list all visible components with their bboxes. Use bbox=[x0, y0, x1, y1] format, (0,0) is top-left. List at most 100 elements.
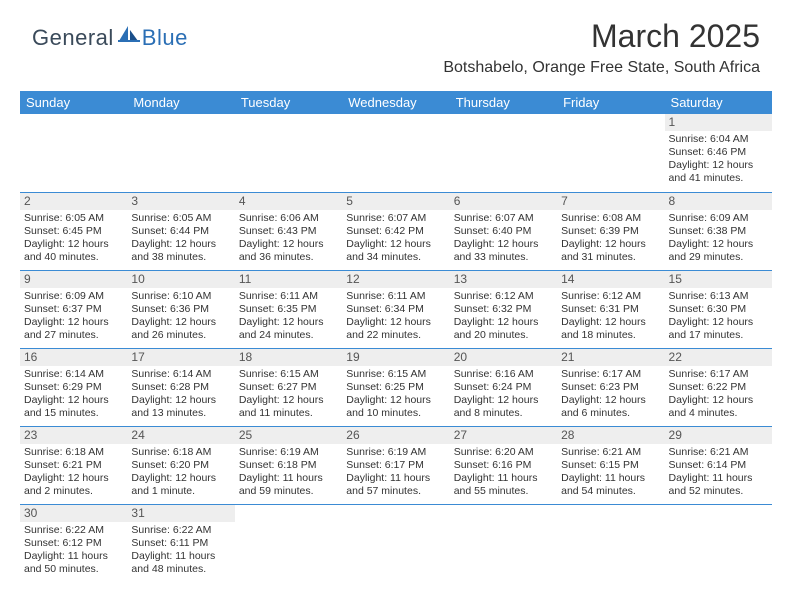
day-number: 2 bbox=[20, 193, 127, 210]
dayname-header: Sunday bbox=[20, 91, 127, 114]
day-number: 23 bbox=[20, 427, 127, 444]
day-details: Sunrise: 6:13 AMSunset: 6:30 PMDaylight:… bbox=[669, 290, 768, 343]
day-number: 30 bbox=[20, 505, 127, 522]
logo-text-general: General bbox=[32, 25, 114, 51]
calendar-cell: 29 Sunrise: 6:21 AMSunset: 6:14 PMDayligh… bbox=[665, 426, 772, 504]
day-details: Sunrise: 6:12 AMSunset: 6:32 PMDaylight:… bbox=[454, 290, 553, 343]
day-details: Sunrise: 6:21 AMSunset: 6:14 PMDaylight:… bbox=[669, 446, 768, 499]
day-number: 8 bbox=[665, 193, 772, 210]
calendar-cell: 12 Sunrise: 6:11 AMSunset: 6:34 PMDayligh… bbox=[342, 270, 449, 348]
calendar-cell: 28 Sunrise: 6:21 AMSunset: 6:15 PMDayligh… bbox=[557, 426, 664, 504]
day-number: 11 bbox=[235, 271, 342, 288]
day-details: Sunrise: 6:09 AMSunset: 6:37 PMDaylight:… bbox=[24, 290, 123, 343]
day-details: Sunrise: 6:21 AMSunset: 6:15 PMDaylight:… bbox=[561, 446, 660, 499]
page-title: March 2025 bbox=[443, 18, 760, 55]
day-number: 18 bbox=[235, 349, 342, 366]
day-number: 22 bbox=[665, 349, 772, 366]
calendar-cell bbox=[450, 114, 557, 192]
calendar-cell bbox=[127, 114, 234, 192]
day-number: 12 bbox=[342, 271, 449, 288]
calendar-cell: 19Sunrise: 6:15 AMSunset: 6:25 PMDayligh… bbox=[342, 348, 449, 426]
day-details: Sunrise: 6:16 AMSunset: 6:24 PMDaylight:… bbox=[454, 368, 553, 421]
calendar-cell bbox=[235, 504, 342, 582]
dayname-header: Saturday bbox=[665, 91, 772, 114]
calendar-cell: 20 Sunrise: 6:16 AMSunset: 6:24 PMDayligh… bbox=[450, 348, 557, 426]
day-details: Sunrise: 6:08 AMSunset: 6:39 PMDaylight:… bbox=[561, 212, 660, 265]
calendar-cell: 25 Sunrise: 6:19 AMSunset: 6:18 PMDayligh… bbox=[235, 426, 342, 504]
day-details: Sunrise: 6:17 AMSunset: 6:23 PMDaylight:… bbox=[561, 368, 660, 421]
day-number: 26 bbox=[342, 427, 449, 444]
day-number: 14 bbox=[557, 271, 664, 288]
day-details: Sunrise: 6:05 AMSunset: 6:44 PMDaylight:… bbox=[131, 212, 230, 265]
calendar-cell: 14Sunrise: 6:12 AMSunset: 6:31 PMDayligh… bbox=[557, 270, 664, 348]
calendar-cell: 2 Sunrise: 6:05 AMSunset: 6:45 PMDaylight… bbox=[20, 192, 127, 270]
calendar-cell bbox=[557, 114, 664, 192]
day-number: 17 bbox=[127, 349, 234, 366]
day-number: 1 bbox=[665, 114, 772, 131]
calendar-cell: 5Sunrise: 6:07 AMSunset: 6:42 PMDaylight… bbox=[342, 192, 449, 270]
calendar-cell bbox=[20, 114, 127, 192]
calendar-cell: 18 Sunrise: 6:15 AMSunset: 6:27 PMDayligh… bbox=[235, 348, 342, 426]
calendar-cell bbox=[235, 114, 342, 192]
calendar-cell bbox=[342, 504, 449, 582]
day-number: 28 bbox=[557, 427, 664, 444]
day-details: Sunrise: 6:05 AMSunset: 6:45 PMDaylight:… bbox=[24, 212, 123, 265]
day-details: Sunrise: 6:18 AMSunset: 6:21 PMDaylight:… bbox=[24, 446, 123, 499]
day-number: 10 bbox=[127, 271, 234, 288]
day-number: 21 bbox=[557, 349, 664, 366]
calendar-cell: 31 Sunrise: 6:22 AMSunset: 6:11 PMDayligh… bbox=[127, 504, 234, 582]
day-details: Sunrise: 6:19 AMSunset: 6:18 PMDaylight:… bbox=[239, 446, 338, 499]
day-details: Sunrise: 6:06 AMSunset: 6:43 PMDaylight:… bbox=[239, 212, 338, 265]
day-number: 31 bbox=[127, 505, 234, 522]
location-subtitle: Botshabelo, Orange Free State, South Afr… bbox=[443, 59, 760, 77]
day-details: Sunrise: 6:07 AMSunset: 6:40 PMDaylight:… bbox=[454, 212, 553, 265]
day-number: 3 bbox=[127, 193, 234, 210]
day-number: 15 bbox=[665, 271, 772, 288]
calendar-cell: 3 Sunrise: 6:05 AMSunset: 6:44 PMDaylight… bbox=[127, 192, 234, 270]
calendar-cell bbox=[342, 114, 449, 192]
calendar-body: 1 Sunrise: 6:04 AMSunset: 6:46 PMDaylight… bbox=[20, 114, 772, 582]
day-details: Sunrise: 6:17 AMSunset: 6:22 PMDaylight:… bbox=[669, 368, 768, 421]
day-details: Sunrise: 6:11 AMSunset: 6:34 PMDaylight:… bbox=[346, 290, 445, 343]
calendar-cell: 8 Sunrise: 6:09 AMSunset: 6:38 PMDaylight… bbox=[665, 192, 772, 270]
day-details: Sunrise: 6:11 AMSunset: 6:35 PMDaylight:… bbox=[239, 290, 338, 343]
calendar-cell bbox=[665, 504, 772, 582]
calendar-cell: 9 Sunrise: 6:09 AMSunset: 6:37 PMDaylight… bbox=[20, 270, 127, 348]
day-number: 29 bbox=[665, 427, 772, 444]
day-details: Sunrise: 6:15 AMSunset: 6:27 PMDaylight:… bbox=[239, 368, 338, 421]
calendar-cell: 1 Sunrise: 6:04 AMSunset: 6:46 PMDaylight… bbox=[665, 114, 772, 192]
dayname-header: Thursday bbox=[450, 91, 557, 114]
day-details: Sunrise: 6:22 AMSunset: 6:12 PMDaylight:… bbox=[24, 524, 123, 577]
dayname-header: Wednesday bbox=[342, 91, 449, 114]
calendar-cell: 27Sunrise: 6:20 AMSunset: 6:16 PMDayligh… bbox=[450, 426, 557, 504]
day-details: Sunrise: 6:19 AMSunset: 6:17 PMDaylight:… bbox=[346, 446, 445, 499]
calendar-cell: 16 Sunrise: 6:14 AMSunset: 6:29 PMDayligh… bbox=[20, 348, 127, 426]
calendar-head: SundayMondayTuesdayWednesdayThursdayFrid… bbox=[20, 91, 772, 114]
calendar-cell: 7 Sunrise: 6:08 AMSunset: 6:39 PMDaylight… bbox=[557, 192, 664, 270]
day-number: 20 bbox=[450, 349, 557, 366]
calendar-cell: 26 Sunrise: 6:19 AMSunset: 6:17 PMDayligh… bbox=[342, 426, 449, 504]
calendar-row: 9 Sunrise: 6:09 AMSunset: 6:37 PMDaylight… bbox=[20, 270, 772, 348]
calendar-row: 1 Sunrise: 6:04 AMSunset: 6:46 PMDaylight… bbox=[20, 114, 772, 192]
calendar-cell: 11 Sunrise: 6:11 AMSunset: 6:35 PMDayligh… bbox=[235, 270, 342, 348]
day-number: 7 bbox=[557, 193, 664, 210]
calendar-row: 2 Sunrise: 6:05 AMSunset: 6:45 PMDaylight… bbox=[20, 192, 772, 270]
calendar-cell: 17Sunrise: 6:14 AMSunset: 6:28 PMDayligh… bbox=[127, 348, 234, 426]
day-number: 9 bbox=[20, 271, 127, 288]
day-number: 16 bbox=[20, 349, 127, 366]
calendar-cell: 24Sunrise: 6:18 AMSunset: 6:20 PMDayligh… bbox=[127, 426, 234, 504]
calendar-table: SundayMondayTuesdayWednesdayThursdayFrid… bbox=[20, 91, 772, 582]
dayname-header: Tuesday bbox=[235, 91, 342, 114]
day-details: Sunrise: 6:04 AMSunset: 6:46 PMDaylight:… bbox=[669, 133, 768, 186]
calendar-cell: 4 Sunrise: 6:06 AMSunset: 6:43 PMDaylight… bbox=[235, 192, 342, 270]
calendar-cell: 6Sunrise: 6:07 AMSunset: 6:40 PMDaylight… bbox=[450, 192, 557, 270]
day-details: Sunrise: 6:14 AMSunset: 6:29 PMDaylight:… bbox=[24, 368, 123, 421]
calendar-cell: 13Sunrise: 6:12 AMSunset: 6:32 PMDayligh… bbox=[450, 270, 557, 348]
day-number: 4 bbox=[235, 193, 342, 210]
day-number: 25 bbox=[235, 427, 342, 444]
day-details: Sunrise: 6:09 AMSunset: 6:38 PMDaylight:… bbox=[669, 212, 768, 265]
calendar-cell bbox=[557, 504, 664, 582]
day-details: Sunrise: 6:10 AMSunset: 6:36 PMDaylight:… bbox=[131, 290, 230, 343]
day-details: Sunrise: 6:22 AMSunset: 6:11 PMDaylight:… bbox=[131, 524, 230, 577]
title-block: March 2025 Botshabelo, Orange Free State… bbox=[443, 18, 760, 77]
